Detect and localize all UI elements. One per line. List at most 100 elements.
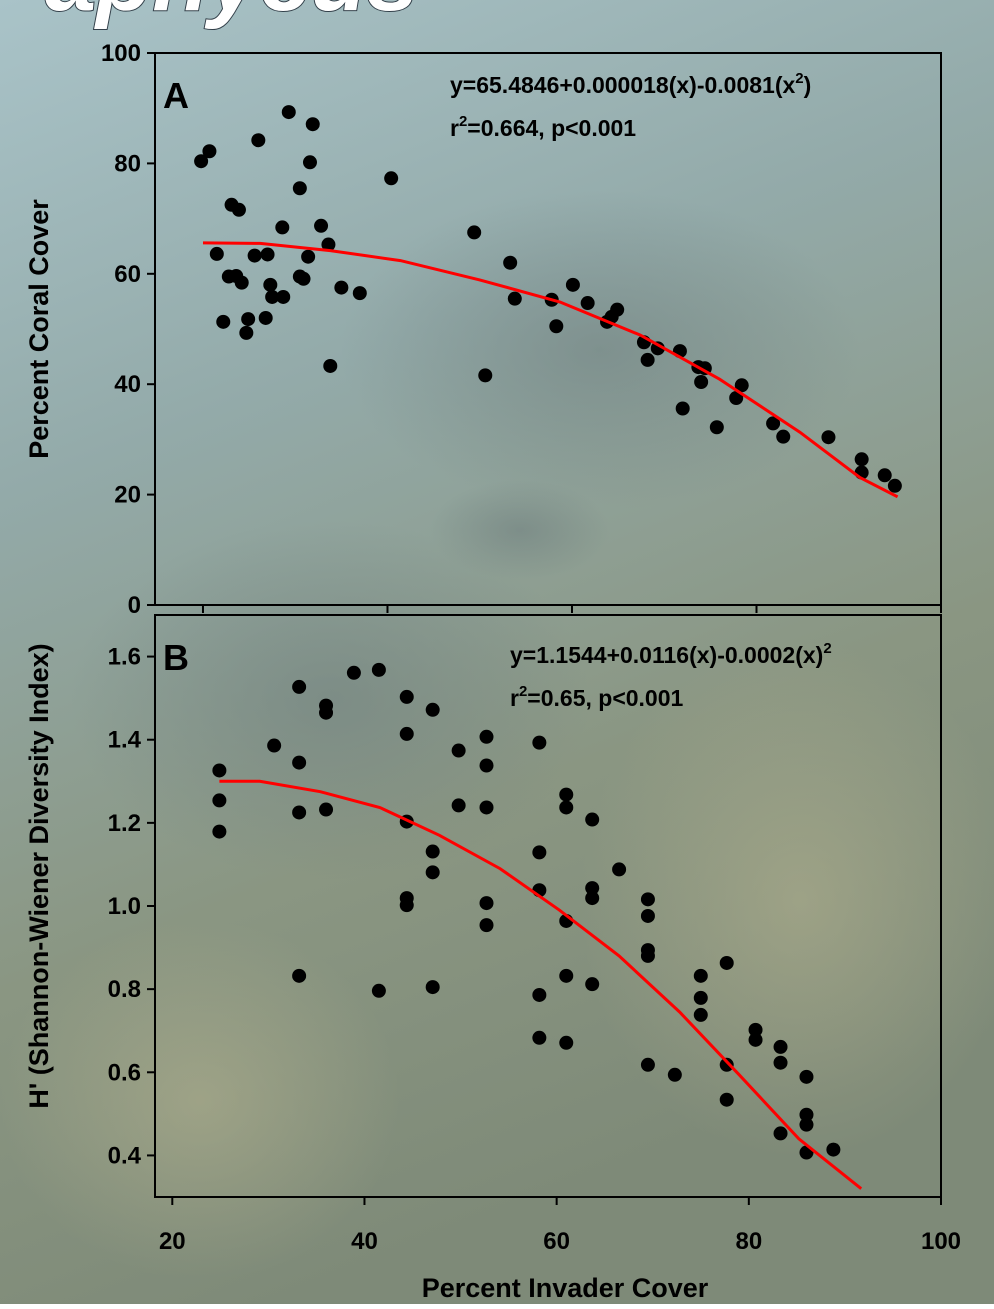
data-point — [292, 679, 307, 694]
data-point — [559, 800, 574, 815]
superscript: 2 — [459, 113, 467, 130]
photo-shade — [580, 640, 994, 1160]
data-point — [532, 1030, 547, 1045]
data-point — [650, 341, 665, 356]
title: aphycus — [45, 0, 418, 30]
equation-part: y=1.1544+0.0116(x)-0.0002(x) — [510, 642, 823, 668]
data-point — [719, 1057, 734, 1072]
equation: r2=0.65, p<0.001 — [510, 683, 684, 711]
data-point — [263, 277, 278, 292]
data-point — [640, 1057, 655, 1072]
equation-part: =0.664, p<0.001 — [467, 115, 636, 141]
y-tick-label: 40 — [114, 371, 141, 398]
data-point — [640, 352, 655, 367]
data-point — [675, 401, 690, 416]
data-point — [565, 277, 580, 292]
y-axis-label: Percent Coral Cover — [24, 199, 54, 459]
data-point — [799, 1107, 814, 1122]
y-tick-label: 100 — [101, 40, 141, 67]
y-tick-label: 0.4 — [108, 1142, 142, 1169]
data-point — [231, 202, 246, 217]
y-tick-label: 1.4 — [108, 727, 142, 754]
y-tick-label: 0.8 — [108, 976, 141, 1003]
data-point — [239, 325, 254, 340]
data-point — [821, 430, 836, 445]
data-point — [399, 898, 414, 913]
data-point — [212, 793, 227, 808]
photo-shade — [0, 920, 400, 1280]
data-point — [478, 368, 493, 383]
data-point — [212, 763, 227, 778]
data-point — [425, 980, 440, 995]
data-point — [709, 420, 724, 435]
data-point — [667, 1067, 682, 1082]
data-point — [719, 1092, 734, 1107]
data-point — [212, 824, 227, 839]
x-tick-label: 60 — [543, 1228, 570, 1255]
data-point — [773, 1039, 788, 1054]
data-point — [585, 812, 600, 827]
data-point — [276, 289, 291, 304]
superscript: 2 — [795, 70, 803, 87]
equation-part: r — [450, 115, 459, 141]
equation-part: r — [510, 685, 519, 711]
data-point — [585, 891, 600, 906]
data-point — [610, 302, 625, 317]
y-tick-label: 1.6 — [108, 644, 141, 671]
data-point — [301, 249, 316, 264]
data-point — [292, 968, 307, 983]
data-point — [479, 800, 494, 815]
equation: y=1.1544+0.0116(x)-0.0002(x)2 — [510, 640, 832, 668]
data-point — [748, 1032, 763, 1047]
data-point — [734, 378, 749, 393]
data-point — [799, 1069, 814, 1084]
data-point — [559, 787, 574, 802]
data-point — [559, 968, 574, 983]
data-point — [234, 275, 249, 290]
data-point — [887, 478, 902, 493]
data-point — [559, 1035, 574, 1050]
x-tick-label: 100 — [921, 1228, 961, 1255]
data-point — [693, 968, 708, 983]
x-tick-label: 20 — [159, 1228, 186, 1255]
data-point — [371, 662, 386, 677]
equation: r2=0.664, p<0.001 — [450, 113, 636, 141]
data-point — [479, 729, 494, 744]
data-point — [425, 844, 440, 859]
data-point — [451, 743, 466, 758]
x-axis-label: Percent Invader Cover — [422, 1273, 709, 1303]
equation: y=65.4846+0.000018(x)-0.0081(x2) — [450, 70, 811, 98]
data-point — [216, 314, 231, 329]
y-tick-label: 1.0 — [108, 893, 141, 920]
data-point — [467, 225, 482, 240]
data-point — [693, 990, 708, 1005]
superscript: 2 — [823, 640, 831, 657]
data-point — [265, 289, 280, 304]
equation-part: ) — [804, 72, 812, 98]
y-tick-label: 20 — [114, 482, 141, 509]
data-point — [532, 845, 547, 860]
data-point — [585, 977, 600, 992]
data-point — [281, 105, 296, 120]
data-point — [479, 758, 494, 773]
data-point — [766, 416, 781, 431]
data-point — [292, 755, 307, 770]
data-point — [503, 255, 518, 270]
y-tick-label: 80 — [114, 150, 141, 177]
data-point — [773, 1055, 788, 1070]
data-point — [247, 248, 262, 263]
data-point — [532, 987, 547, 1002]
data-point — [640, 892, 655, 907]
plot-frame — [154, 52, 942, 606]
data-point — [425, 865, 440, 880]
data-point — [399, 726, 414, 741]
y-tick-label: 0.6 — [108, 1059, 141, 1086]
data-point — [399, 689, 414, 704]
data-point — [532, 735, 547, 750]
data-point — [877, 468, 892, 483]
data-point — [384, 171, 399, 186]
data-point — [292, 805, 307, 820]
superscript: 2 — [519, 683, 527, 700]
data-point — [451, 798, 466, 813]
data-point — [826, 1142, 841, 1157]
